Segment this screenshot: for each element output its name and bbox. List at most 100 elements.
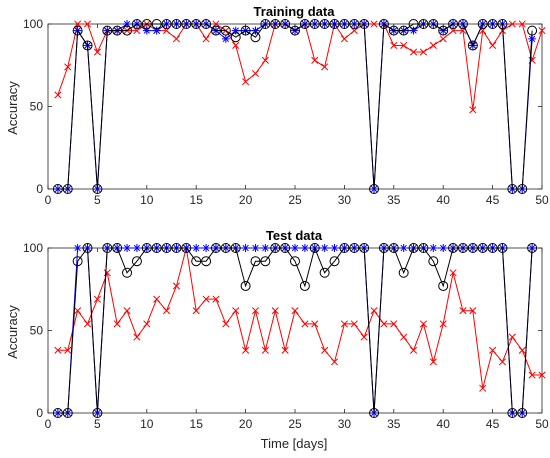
training-x-tick-label: 35 (387, 193, 401, 207)
test-x-axis-label: Time [days] (261, 436, 328, 451)
training-point-circle (92, 184, 103, 194)
test-point-circle (309, 243, 320, 253)
test-x-tick-label: 20 (239, 417, 253, 431)
training-point-circle (131, 19, 142, 29)
test-point-x (508, 333, 516, 341)
test-point-x (103, 269, 111, 277)
training-point-circle (319, 19, 330, 29)
test-x-tick-label: 15 (190, 417, 204, 431)
test-point-x (301, 320, 309, 328)
training-point-x (400, 41, 408, 50)
test-point-x (261, 346, 269, 354)
test-point-circle (250, 256, 261, 267)
test-y-axis-label: Accuracy (5, 305, 20, 359)
test-point-asterisk (320, 244, 329, 252)
training-point-circle (280, 19, 291, 29)
test-point-circle (457, 243, 468, 253)
training-point-x (489, 41, 497, 50)
training-point-circle (517, 184, 528, 194)
test-point-x (538, 371, 546, 379)
training-point-circle (309, 19, 320, 29)
test-point-asterisk (439, 244, 448, 252)
test-point-x (163, 307, 171, 315)
test-point-circle (280, 243, 291, 253)
training-point-circle (448, 19, 459, 29)
test-x-tick-label: 5 (94, 417, 101, 431)
test-x-tick-label: 25 (288, 417, 302, 431)
test-point-x (518, 346, 526, 354)
test-point-asterisk (202, 244, 211, 252)
test-point-x (242, 346, 250, 354)
training-point-asterisk (231, 26, 240, 35)
training-point-x (202, 35, 210, 43)
test-point-circle (191, 256, 202, 267)
training-point-circle (329, 19, 340, 29)
test-point-circle (527, 243, 538, 253)
test-point-x (74, 307, 82, 315)
training-point-circle (428, 19, 439, 29)
training-point-asterisk (123, 20, 132, 28)
test-x-tick-label: 0 (45, 417, 52, 431)
test-point-asterisk (300, 244, 309, 252)
test-point-x (479, 384, 487, 392)
training-point-asterisk (152, 26, 161, 35)
training-point-circle (408, 19, 419, 29)
test-point-circle (388, 243, 399, 253)
training-point-circle (457, 19, 468, 29)
training-point-circle (52, 184, 63, 194)
test-point-x (429, 358, 437, 366)
test-point-circle (201, 256, 212, 267)
training-point-circle (388, 25, 399, 36)
training-x-tick-label: 20 (239, 193, 253, 207)
test-point-x (281, 346, 289, 354)
training-point-x (538, 27, 546, 35)
test-point-circle (448, 243, 459, 253)
test-point-asterisk (241, 244, 250, 252)
training-point-x (261, 56, 269, 64)
training-point-asterisk (251, 26, 260, 35)
test-x-tick-label: 50 (535, 417, 549, 431)
test-series-line-circle (57, 246, 533, 414)
training-point-circle (270, 19, 281, 29)
training-point-x (251, 69, 260, 78)
test-point-x (390, 320, 398, 328)
training-point-circle (181, 19, 192, 29)
test-point-x (469, 307, 477, 315)
test-series-x (54, 244, 546, 392)
training-point-circle (467, 40, 478, 51)
training-point-circle (299, 19, 310, 29)
test-point-x (419, 320, 427, 328)
training-series-circle (52, 19, 538, 194)
training-point-x (321, 63, 329, 71)
test-point-x (143, 320, 151, 328)
test-point-circle (122, 267, 133, 278)
test-point-x (410, 346, 418, 354)
test-point-x (528, 371, 536, 379)
training-x-tick-label: 15 (190, 193, 204, 207)
training-point-circle (398, 25, 409, 36)
training-point-circle (477, 19, 488, 29)
test-point-circle (260, 256, 271, 267)
test-point-asterisk (330, 244, 339, 252)
test-point-circle (359, 243, 370, 253)
training-point-circle (240, 25, 251, 36)
training-x-tick-label: 45 (486, 193, 500, 207)
training-point-x (54, 91, 62, 99)
test-point-x (330, 358, 339, 366)
training-x-tick-label: 25 (288, 193, 302, 207)
training-point-x (340, 35, 348, 43)
training-point-circle (171, 19, 182, 29)
test-point-circle (82, 243, 93, 253)
training-x-tick-label: 50 (535, 193, 549, 207)
test-point-circle (112, 243, 123, 253)
training-point-circle (161, 19, 172, 29)
training-x-tick-label: 0 (45, 193, 52, 207)
training-plot-area: 0 5 10 15 20 25 30 35 40 45 50 0 50 100 (23, 17, 549, 207)
test-point-circle (240, 280, 251, 291)
test-point-asterisk (192, 244, 201, 252)
training-point-circle (349, 19, 360, 29)
test-point-x (400, 333, 408, 341)
training-point-asterisk (142, 26, 151, 35)
